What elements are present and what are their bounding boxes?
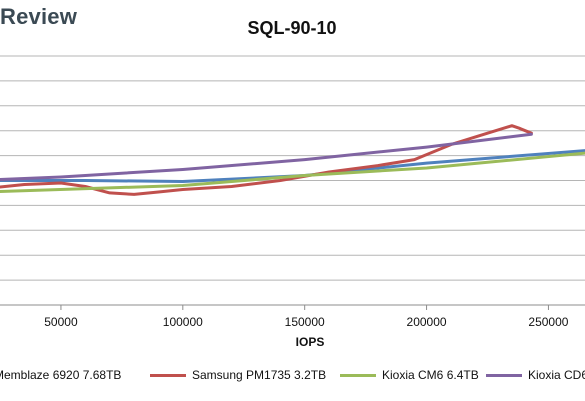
legend-label: Kioxia CD6 7.68TB <box>528 368 585 382</box>
legend-item: Kioxia CD6 7.68TB <box>486 368 585 382</box>
legend-swatch <box>486 373 522 377</box>
x-tick-label: 250000 <box>528 315 568 329</box>
legend-label: Memblaze 6920 7.68TB <box>0 368 122 382</box>
x-tick-label: 50000 <box>44 315 78 329</box>
x-tick-label: 200000 <box>407 315 447 329</box>
legend-label: Samsung PM1735 3.2TB <box>192 368 327 382</box>
legend-item: Kioxia CM6 6.4TB <box>340 368 479 382</box>
legend-swatch <box>150 373 186 377</box>
legend-swatch <box>340 373 376 377</box>
legend-item: Memblaze 6920 7.68TB <box>0 368 121 382</box>
gridlines <box>0 55 585 306</box>
x-tick-label: 100000 <box>163 315 203 329</box>
series-line <box>0 151 585 193</box>
series-lines <box>0 124 585 196</box>
chart-legend: Memblaze 6920 7.68TB Samsung PM1735 3.2TB… <box>0 368 585 388</box>
x-axis-label: IOPS <box>296 335 325 349</box>
chart-title: SQL-90-10 <box>247 18 336 38</box>
x-tick-label: 150000 <box>285 315 325 329</box>
review-watermark: Review <box>0 4 78 29</box>
x-axis-ticks: 50000 100000 150000 200000 250000 <box>44 305 569 329</box>
series-line <box>0 149 585 183</box>
legend-label: Kioxia CM6 6.4TB <box>382 368 479 382</box>
series-line <box>0 132 533 181</box>
legend-item: Samsung PM1735 3.2TB <box>150 368 326 382</box>
series-line <box>0 124 533 196</box>
